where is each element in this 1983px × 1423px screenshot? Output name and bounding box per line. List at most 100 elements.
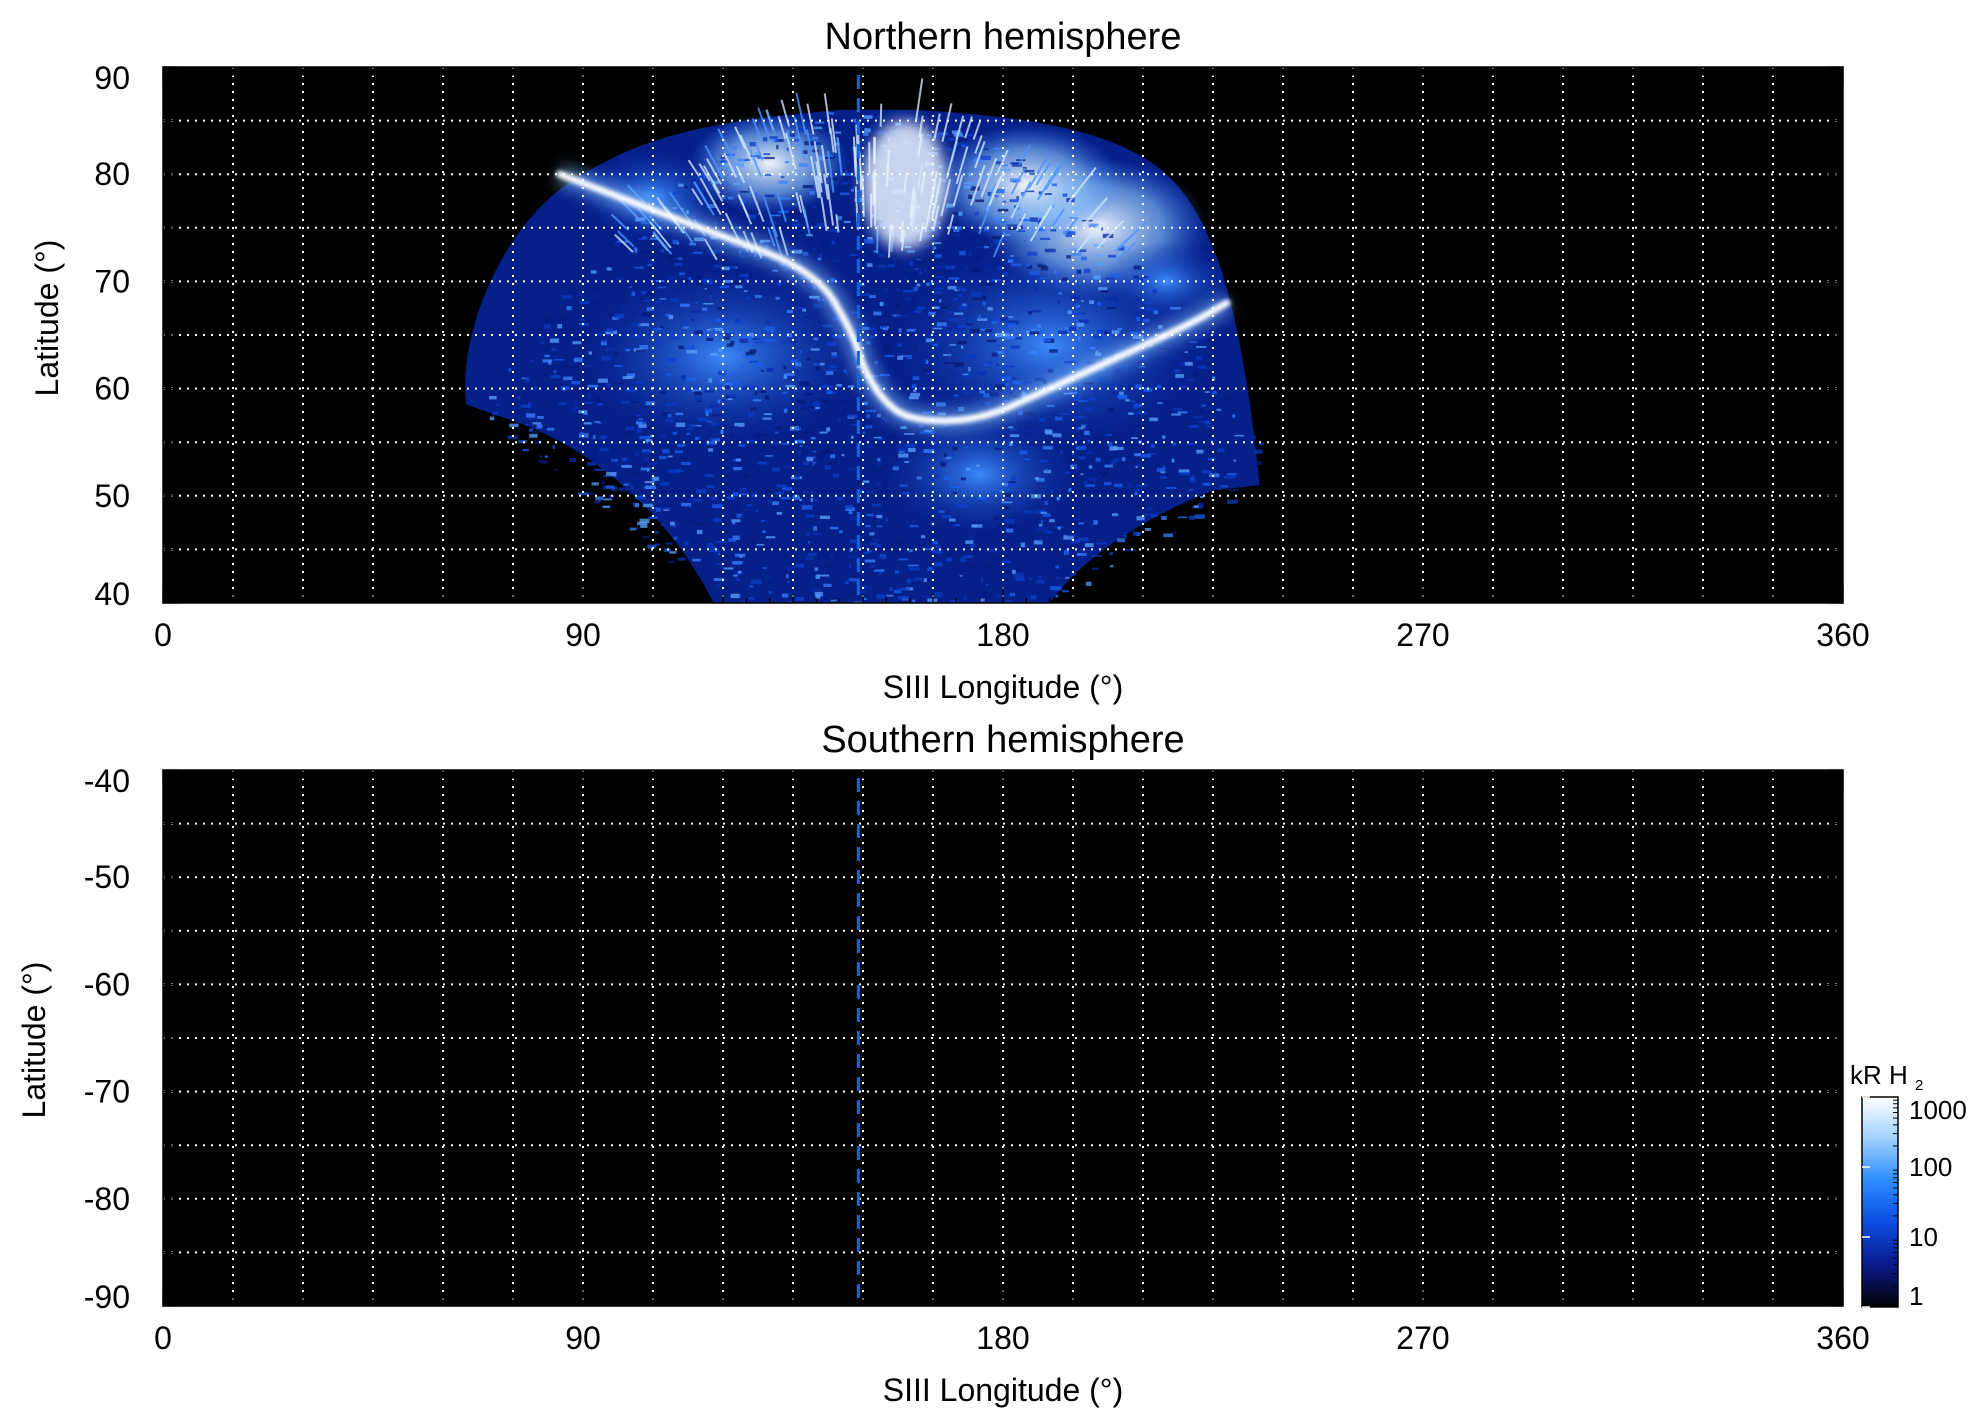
emission-speckle (1136, 316, 1141, 322)
emission-streak (830, 118, 838, 154)
emission-speckle (1194, 416, 1203, 419)
emission-speckle (1136, 427, 1140, 432)
emission-speckle (787, 133, 796, 137)
emission-streak (969, 164, 986, 206)
emission-speckle (691, 318, 695, 322)
x-tick-label: 180 (976, 1320, 1029, 1356)
emission-streak (699, 177, 722, 216)
colorbar-tick-label: 1 (1909, 1281, 1923, 1311)
north-axis-ticks (162, 66, 1844, 604)
emission-speckle (1175, 374, 1184, 378)
emission-speckle (625, 349, 630, 352)
emission-speckle (1005, 382, 1010, 387)
emission-speckle (1044, 531, 1053, 534)
emission-speckle (932, 242, 942, 245)
emission-speckle (915, 260, 926, 264)
emission-speckle (952, 447, 958, 451)
emission-streak (698, 163, 711, 182)
emission-speckle (956, 327, 963, 332)
emission-speckle (652, 327, 662, 331)
emission-speckle (668, 560, 675, 564)
emission-speckle (1006, 224, 1018, 227)
emission-speckle (1089, 397, 1096, 401)
emission-speckle (693, 237, 705, 242)
emission-speckle (707, 543, 713, 546)
emission-speckle (683, 326, 690, 329)
emission-speckle (724, 153, 735, 156)
emission-speckle (1177, 411, 1188, 414)
emission-speckle (623, 483, 630, 486)
emission-speckle (1128, 399, 1135, 404)
emission-speckle (876, 555, 884, 560)
emission-speckle (865, 337, 873, 340)
emission-speckle (577, 293, 584, 296)
emission-speckle (871, 331, 881, 334)
emission-speckle (670, 521, 675, 526)
emission-speckle (1197, 502, 1204, 507)
emission-speckle (1140, 307, 1144, 309)
emission-streak (763, 196, 779, 238)
emission-speckle (673, 536, 678, 540)
emission-speckle (597, 402, 603, 406)
emission-speckle (1094, 311, 1098, 313)
emission-speckle (797, 399, 806, 405)
emission-speckle (686, 427, 694, 431)
emission-speckle (694, 330, 704, 335)
emission-speckle (544, 354, 550, 358)
emission-speckle (722, 514, 731, 516)
emission-speckle (1009, 428, 1018, 431)
emission-speckle (1007, 320, 1019, 325)
emission-speckle (839, 530, 843, 534)
emission-speckle (1005, 600, 1012, 603)
emission-speckle (679, 272, 685, 276)
emission-speckle (817, 452, 824, 458)
emission-speckle (599, 437, 607, 441)
emission-speckle (720, 317, 730, 323)
emission-speckle (1007, 322, 1016, 328)
emission-speckle (489, 395, 497, 400)
emission-speckle (952, 211, 958, 216)
emission-speckle (802, 184, 814, 189)
emission-speckle (740, 364, 745, 369)
emission-speckle (688, 277, 692, 281)
main-auroral-oval (556, 170, 1231, 425)
emission-speckle (1150, 444, 1155, 448)
emission-speckle (762, 530, 766, 533)
emission-speckle (665, 403, 676, 407)
emission-speckle (1113, 368, 1121, 373)
emission-speckle (1011, 263, 1022, 267)
emission-speckle (1137, 505, 1148, 508)
emission-speckle (952, 229, 960, 232)
emission-speckle (1110, 273, 1121, 278)
emission-speckle (1065, 576, 1070, 579)
emission-speckle (849, 539, 860, 544)
emission-speckle (932, 562, 943, 567)
emission-speckle (1062, 398, 1067, 404)
emission-speckle (804, 392, 812, 396)
emission-speckle (764, 326, 775, 331)
emission-speckle (983, 364, 989, 366)
emission-speckle (869, 542, 878, 545)
emission-speckle (815, 366, 820, 372)
emission-speckle (489, 416, 495, 421)
emission-speckle (1176, 356, 1183, 360)
emission-speckle (1011, 475, 1016, 480)
emission-speckle (1036, 579, 1045, 584)
emission-speckle (1106, 307, 1117, 310)
emission-speckle (1029, 331, 1040, 335)
emission-streak (795, 92, 807, 135)
emission-speckle (986, 339, 997, 343)
emission-speckle (1146, 453, 1157, 455)
emission-speckle (1019, 218, 1030, 222)
emission-speckle (729, 381, 740, 386)
emission-speckle (1132, 532, 1141, 536)
emission-speckle (1089, 300, 1095, 305)
emission-speckle (999, 490, 1004, 493)
emission-streak (1114, 221, 1147, 253)
emission-streak (823, 173, 829, 200)
emission-speckle (1028, 577, 1033, 580)
emission-speckle (1001, 483, 1013, 486)
emission-speckle (1073, 518, 1081, 521)
emission-speckle (948, 518, 956, 522)
emission-speckle (719, 380, 723, 383)
